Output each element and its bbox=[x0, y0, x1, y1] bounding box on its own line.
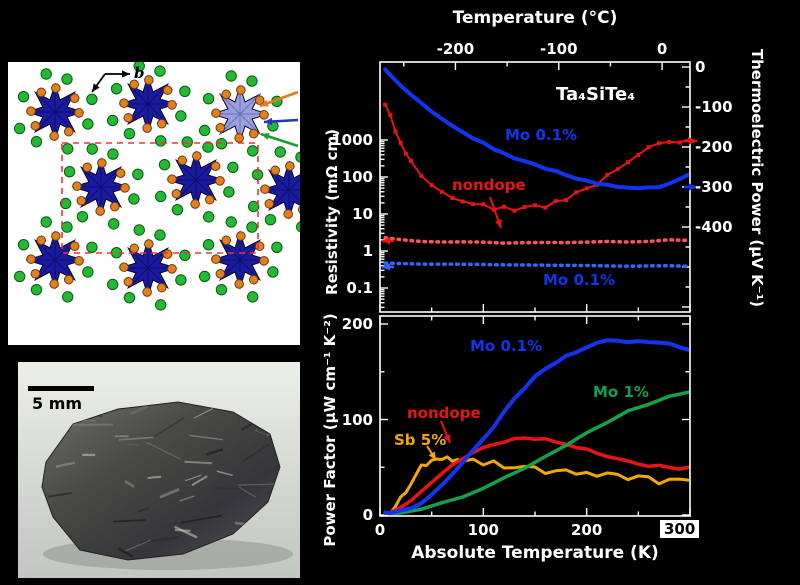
label-nondope-top: nondope bbox=[452, 176, 526, 194]
compound-label: Ta₄SiTe₄ bbox=[556, 84, 636, 105]
scale-bar-label: 5 mm bbox=[32, 394, 83, 413]
b-axis-label: b bbox=[134, 64, 145, 82]
sample-photo bbox=[18, 362, 300, 578]
top-x-axis-title: Temperature (°C) bbox=[452, 8, 618, 28]
label-mo1-powerfactor: Mo 1% bbox=[593, 383, 649, 401]
crystal-structure-panel: b bbox=[8, 60, 332, 345]
resistivity-axis-title: Resistivity (mΩ cm) bbox=[323, 129, 341, 295]
sample-photo-panel: 5 mm bbox=[18, 362, 300, 578]
thermopower-axis-title: Thermoelectric Power (μV K⁻¹) bbox=[748, 48, 766, 308]
label-mo01-powerfactor: Mo 0.1% bbox=[470, 337, 543, 355]
label-mo01-resistivity: Mo 0.1% bbox=[543, 271, 616, 289]
label-mo01-thermopower: Mo 0.1% bbox=[505, 126, 578, 144]
bottom-x-axis-title: Absolute Temperature (K) bbox=[411, 543, 659, 563]
powerfactor-axis-title: Power Factor (μW cm⁻¹ K⁻²) bbox=[321, 313, 339, 547]
crystal-structure-illustration bbox=[13, 60, 332, 311]
label-sb5-powerfactor: Sb 5% bbox=[394, 431, 447, 449]
label-nondope-powerfactor: nondope bbox=[407, 404, 481, 422]
